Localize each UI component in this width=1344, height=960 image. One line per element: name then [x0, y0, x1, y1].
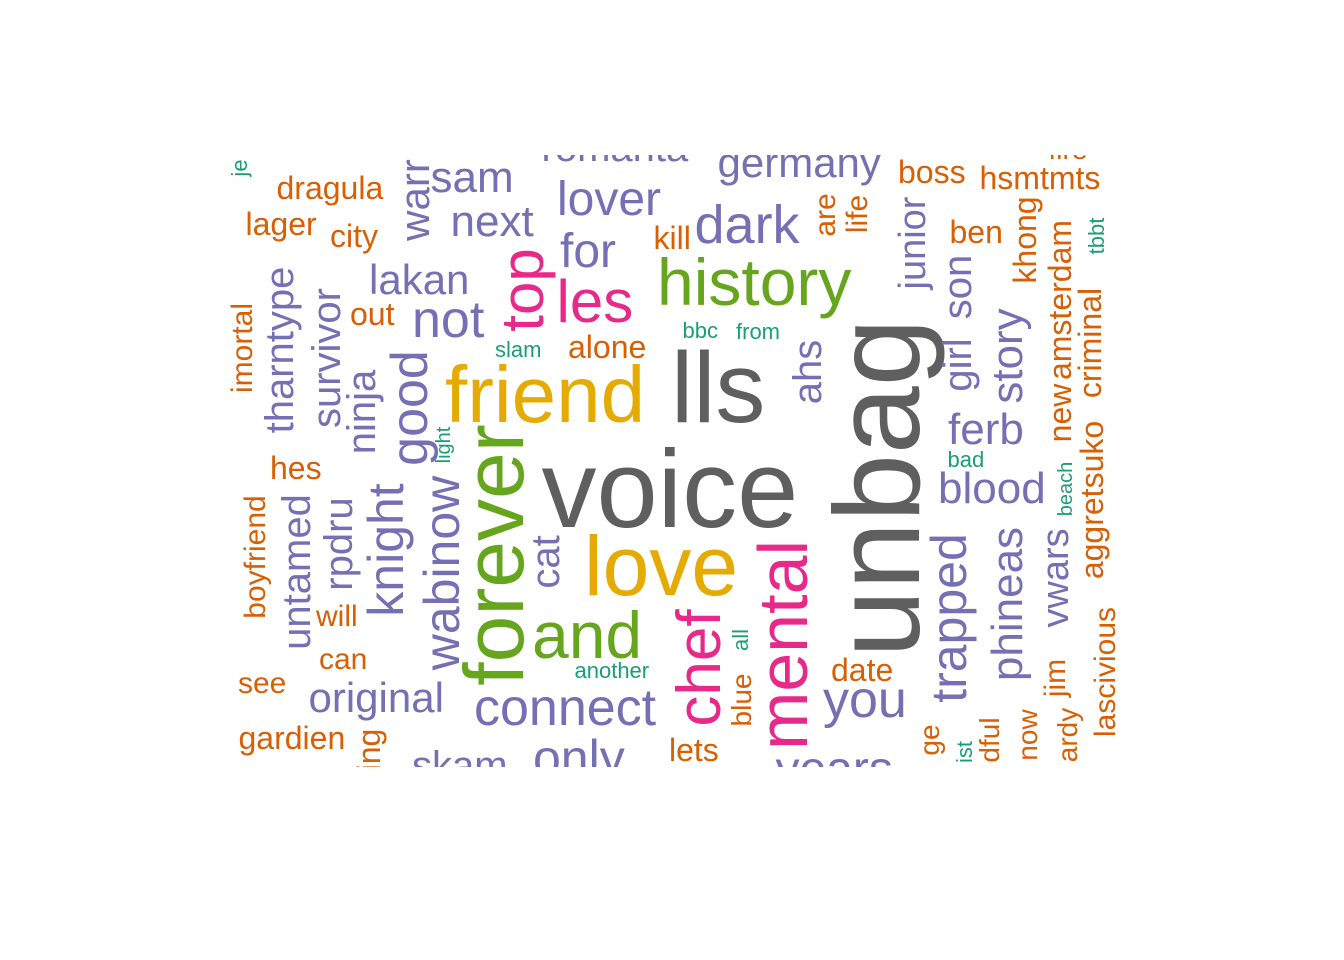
word-slam: slam [495, 337, 542, 362]
word-another: another [574, 658, 650, 683]
word-gardien: gardien [238, 720, 346, 756]
word-hsmtmts: hsmtmts [979, 160, 1101, 196]
word-imortal: imortal [226, 302, 260, 394]
word-knight: knight [358, 483, 415, 617]
word-next: next [450, 197, 534, 246]
word-wabinow: wabinow [413, 475, 470, 671]
word-bad: bad [947, 447, 985, 472]
word-you: you [823, 671, 907, 729]
word-mental: mental [744, 539, 823, 751]
word-lover: lover [557, 173, 662, 226]
word-cat: cat [524, 535, 569, 589]
word-ing: ing [350, 728, 387, 767]
word-skam: skam [412, 744, 508, 767]
word-cloud: voice unbag lls friend love history fore… [226, 155, 1124, 767]
word-ahs: ahs [785, 339, 830, 405]
word-lascivious: lascivious [1089, 606, 1123, 738]
word-not: not [412, 291, 485, 349]
word-ben: ben [949, 214, 1003, 250]
word-friend: friend [445, 350, 646, 439]
word-lager: lager [245, 206, 317, 242]
word-history: history [657, 245, 852, 319]
word-untamed: untamed [274, 494, 319, 650]
word-chef: chef [665, 609, 735, 727]
word-tharntype: tharntype [257, 266, 302, 434]
word-je: je [227, 159, 253, 177]
word-boyfriend: boyfriend [239, 495, 273, 619]
word-good: good [380, 350, 439, 466]
word-lets: lets [669, 732, 719, 767]
word-jim: jim [1039, 658, 1073, 698]
word-life: life [841, 194, 875, 234]
word-light: light [432, 426, 455, 464]
word-date: date [831, 652, 894, 688]
word-lakan: lakan [369, 256, 470, 303]
word-can: can [319, 643, 368, 676]
word-girl: girl [936, 338, 981, 392]
word-rpdru: rpdru [317, 497, 362, 591]
word-trapped: trapped [920, 533, 977, 703]
word-blue: blue [725, 673, 757, 727]
word-for: for [560, 225, 617, 278]
word-junior: junior [891, 196, 934, 290]
word-kill: kill [653, 220, 691, 256]
word-survivor: survivor [305, 287, 350, 429]
word-son: son [935, 254, 980, 320]
word-warr: warr [390, 159, 438, 241]
word-original: original [308, 674, 444, 721]
word-ferb: ferb [948, 405, 1024, 454]
word-blood: blood [938, 464, 1046, 513]
word-germany: germany [717, 155, 881, 186]
word-are: are [809, 193, 843, 237]
word-voice: voice [541, 428, 799, 551]
word-dark: dark [694, 195, 800, 255]
word-out: out [350, 296, 395, 332]
word-alone: alone [568, 329, 647, 365]
word-connect: connect [474, 679, 657, 737]
word-only: only [533, 730, 625, 767]
word-city: city [330, 218, 378, 254]
word-dful: dful [974, 717, 1006, 763]
word-beach: beach [1054, 461, 1077, 517]
word-sam: sam [430, 155, 514, 202]
word-fire: fire [1049, 155, 1088, 164]
word-criminal: criminal [1072, 287, 1109, 399]
word-bbc: bbc [682, 318, 718, 343]
word-hes: hes [270, 450, 322, 486]
word-all: all [728, 628, 754, 652]
word-see: see [238, 667, 287, 700]
word-story: story [983, 308, 1033, 404]
word-romanta: romanta [542, 155, 689, 168]
word-khong: khong [1007, 196, 1044, 284]
word-ge: ge [914, 724, 946, 756]
word-now: now [1012, 709, 1044, 761]
word-boss: boss [898, 155, 966, 190]
word-top: top [489, 248, 557, 332]
word-aggretsuko: aggretsuko [1074, 420, 1111, 580]
word-dragula: dragula [276, 170, 384, 206]
word-phineas: phineas [983, 526, 1033, 682]
word-tbbt: tbbt [1083, 217, 1109, 255]
word-will: will [316, 600, 358, 633]
word-les: les [556, 268, 634, 335]
word-love: love [584, 519, 739, 613]
word-lls: lls [671, 332, 766, 444]
word-vwars: vwars [1035, 528, 1078, 628]
word-from: from [736, 319, 780, 344]
word-new: new [1041, 383, 1078, 443]
word-ist: ist [952, 741, 977, 763]
word-and: and [532, 598, 643, 672]
word-years: years [776, 746, 893, 768]
word-ardy: ardy [1052, 707, 1084, 763]
